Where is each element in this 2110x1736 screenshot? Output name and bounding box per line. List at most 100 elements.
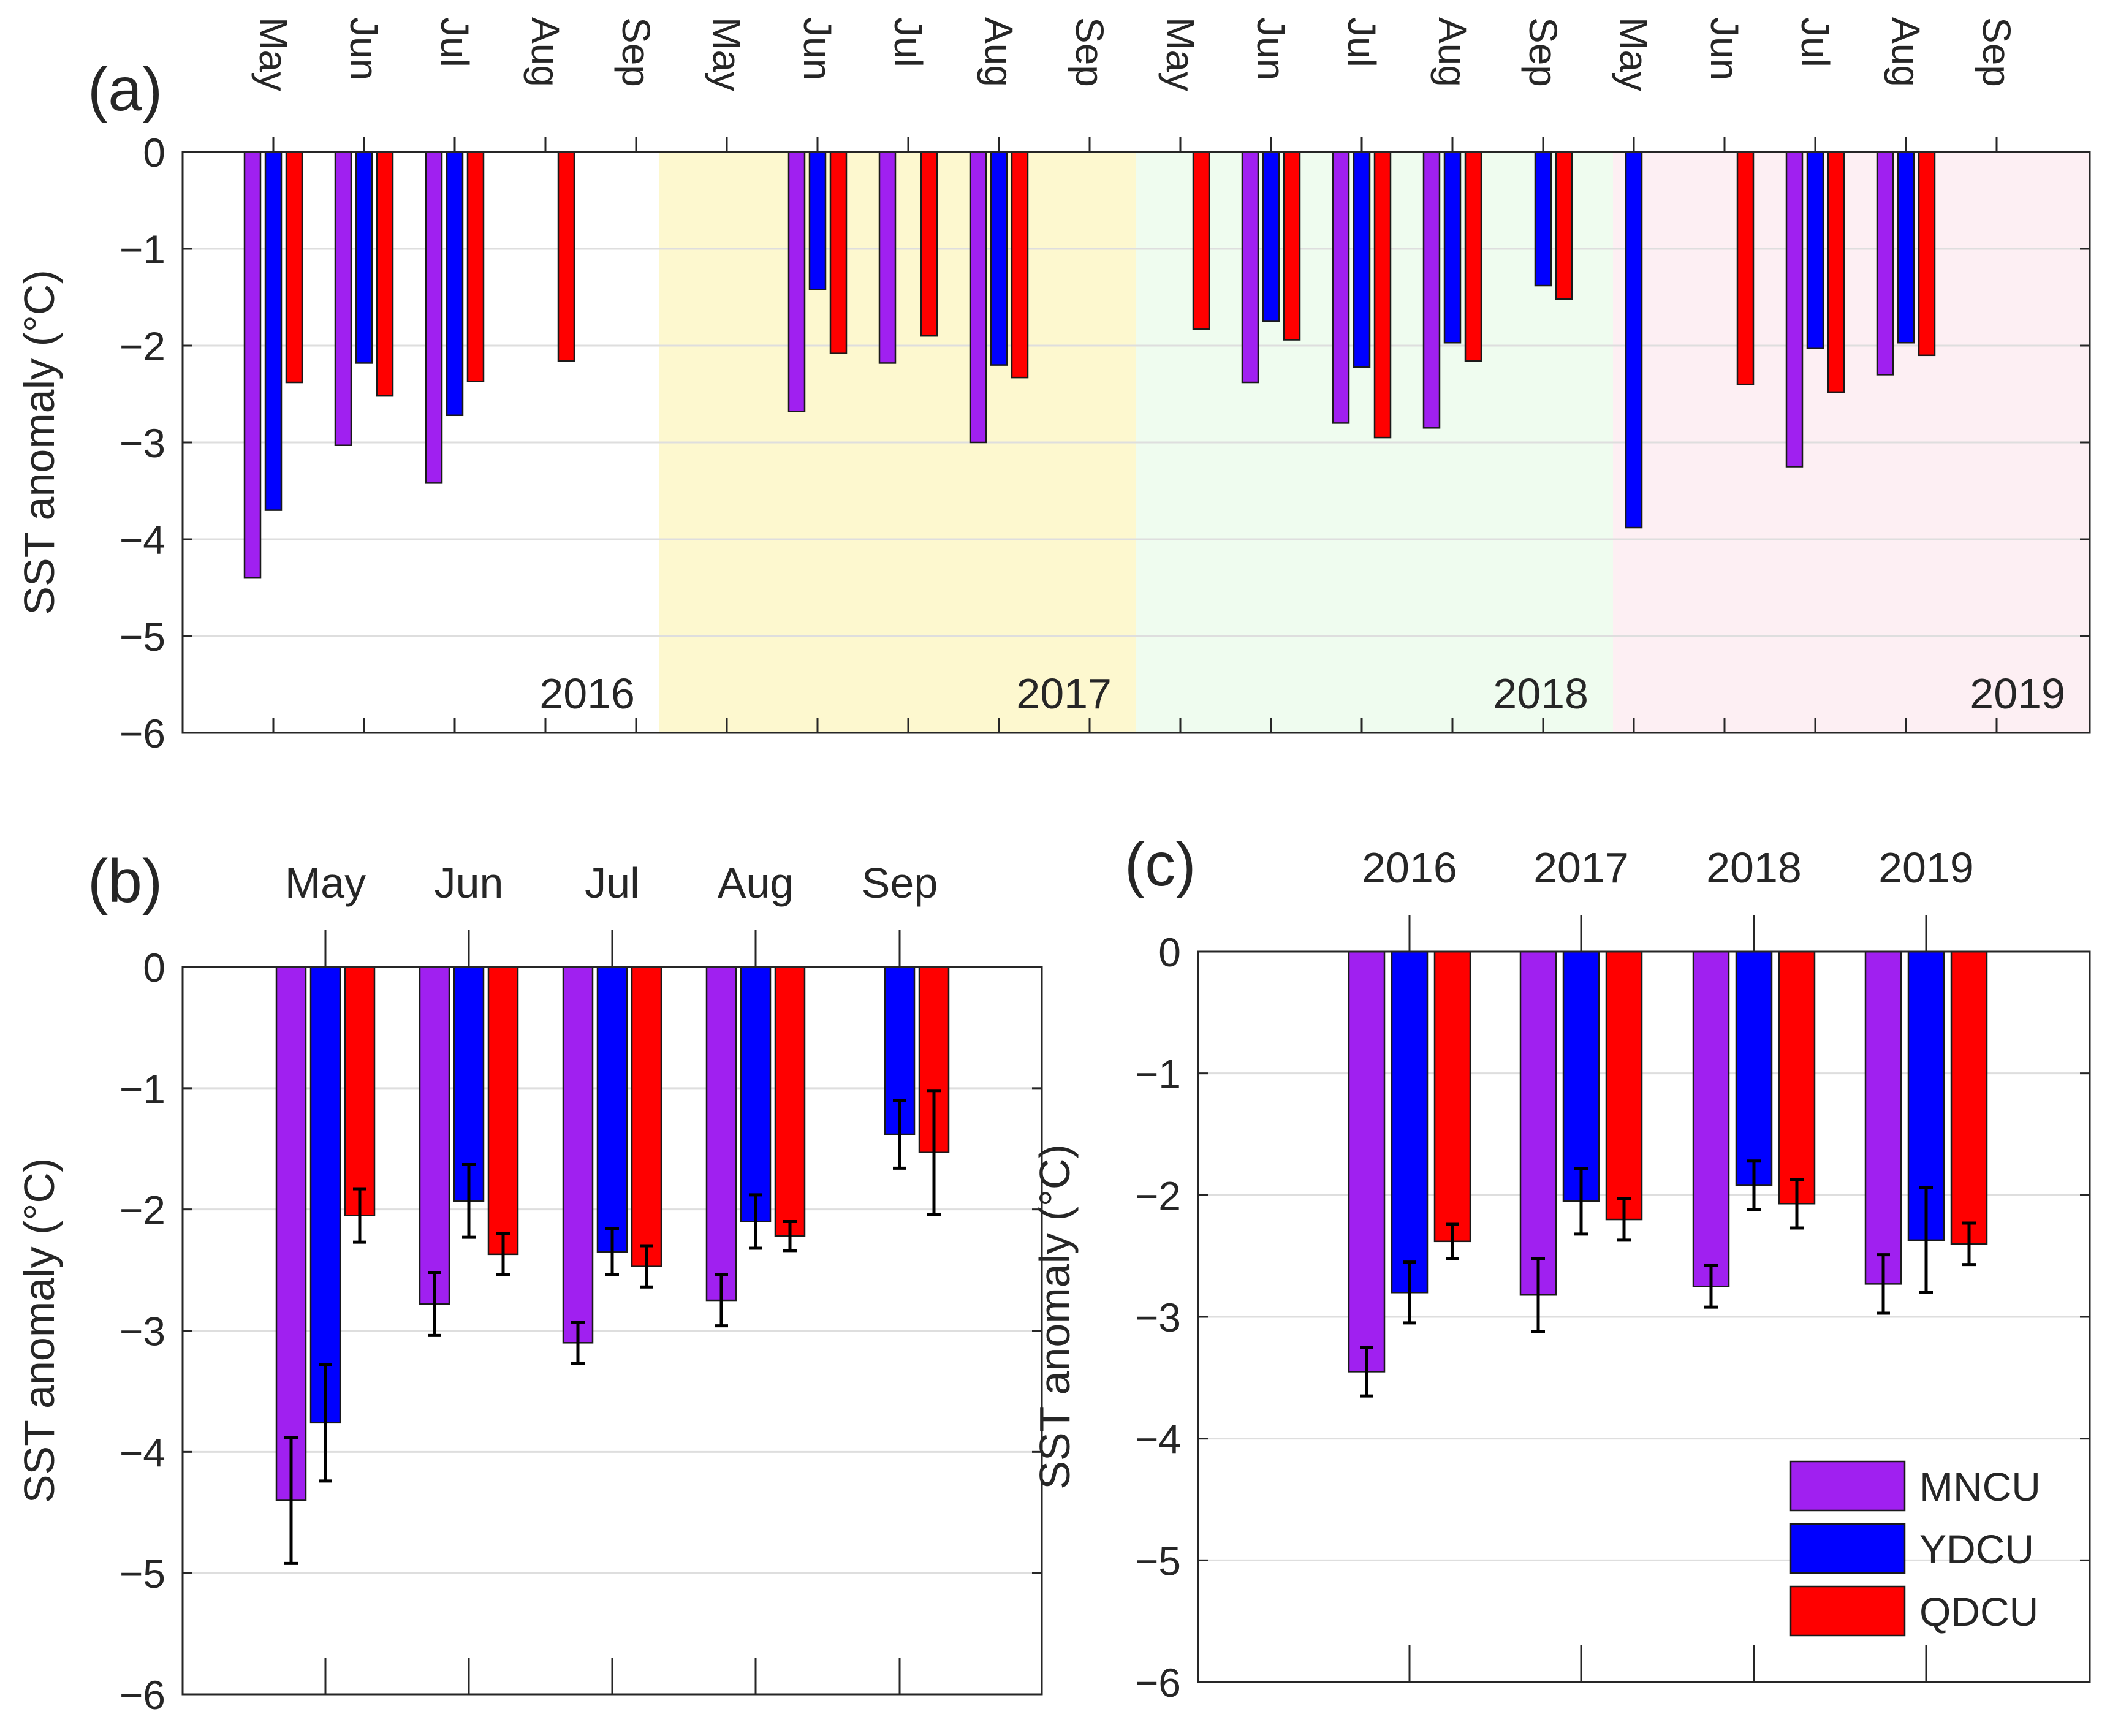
legend-swatch-mncu bbox=[1789, 1460, 1906, 1512]
y-tick-label: −1 bbox=[120, 227, 165, 272]
y-tick-label: 0 bbox=[1158, 930, 1181, 975]
y-tick-label: −6 bbox=[120, 711, 165, 756]
month-label: May bbox=[285, 859, 366, 907]
legend-swatch-ydcu bbox=[1789, 1523, 1906, 1574]
year-label: 2019 bbox=[1970, 670, 2065, 718]
bar-qdcu bbox=[1918, 151, 1936, 357]
y-tick-label: −5 bbox=[1135, 1538, 1181, 1583]
panel-a-label: (a) bbox=[88, 55, 162, 124]
bar-ydcu bbox=[1534, 151, 1552, 287]
month-label: Jun bbox=[435, 859, 504, 907]
bar-ydcu bbox=[309, 966, 341, 1424]
legend-swatch-qdcu bbox=[1789, 1585, 1906, 1637]
month-tick-label: May bbox=[1158, 17, 1202, 91]
bar-ydcu bbox=[1353, 151, 1371, 368]
y-tick-label: 0 bbox=[143, 945, 165, 990]
bar-qdcu bbox=[466, 151, 485, 382]
y-tick-label: −3 bbox=[120, 1309, 165, 1354]
month-label: Sep bbox=[862, 859, 938, 907]
y-tick-label: −4 bbox=[120, 517, 165, 563]
month-label: Aug bbox=[718, 859, 794, 907]
bar-mncu bbox=[1422, 151, 1441, 429]
bar-qdcu bbox=[1192, 151, 1210, 330]
bar-mncu bbox=[275, 966, 307, 1501]
y-tick-label: −4 bbox=[1135, 1417, 1181, 1462]
bar-mncu bbox=[334, 151, 352, 446]
month-tick-label: Sep bbox=[1068, 17, 1112, 87]
bar-qdcu bbox=[1555, 151, 1573, 300]
panel-c-label: (c) bbox=[1125, 830, 1196, 899]
panel-a-axes-box bbox=[181, 151, 2091, 734]
bar-ydcu bbox=[264, 151, 283, 511]
year-label: 2018 bbox=[1706, 844, 1802, 892]
bar-ydcu bbox=[1897, 151, 1915, 344]
month-tick-label: Sep bbox=[1521, 17, 1565, 87]
panel-c: 2016 2017 2018 2019 0 −1 −2 −3 −4 −5 −6 (c) SST a… bbox=[1031, 830, 2091, 1705]
year-label: 2019 bbox=[1878, 844, 1974, 892]
bar-mncu bbox=[419, 966, 450, 1305]
bar-qdcu bbox=[920, 151, 938, 337]
bar-mncu bbox=[1864, 950, 1902, 1285]
year-label: 2017 bbox=[1016, 670, 1112, 718]
bar-ydcu bbox=[1625, 151, 1643, 529]
bar-qdcu bbox=[1950, 950, 1988, 1245]
bar-mncu bbox=[1348, 950, 1386, 1373]
month-tick-label: Jul bbox=[1340, 17, 1384, 67]
year-label: 2017 bbox=[1533, 844, 1629, 892]
bar-ydcu bbox=[740, 966, 772, 1222]
y-tick-label: −5 bbox=[120, 614, 165, 659]
bar-qdcu bbox=[1827, 151, 1845, 393]
bar-mncu bbox=[1785, 151, 1804, 468]
bar-mncu bbox=[878, 151, 897, 364]
month-tick-label: Jul bbox=[433, 17, 477, 67]
bar-qdcu bbox=[1283, 151, 1301, 341]
y-tick-label: −2 bbox=[1135, 1173, 1181, 1218]
bar-qdcu bbox=[557, 151, 575, 362]
bar-ydcu bbox=[1262, 151, 1280, 322]
bar-ydcu bbox=[596, 966, 628, 1253]
year-label: 2016 bbox=[539, 670, 635, 718]
bar-ydcu bbox=[1391, 950, 1429, 1294]
bar-ydcu bbox=[990, 151, 1008, 366]
bar-qdcu bbox=[1778, 950, 1816, 1205]
panel-c-axes-box bbox=[1197, 950, 2091, 1683]
y-tick-label: −6 bbox=[120, 1672, 165, 1718]
bar-mncu bbox=[705, 966, 737, 1302]
month-tick-label: Sep bbox=[1975, 17, 2019, 87]
bar-mncu bbox=[787, 151, 806, 412]
month-tick-label: Jul bbox=[886, 17, 930, 67]
bar-qdcu bbox=[487, 966, 519, 1256]
y-tick-label: −1 bbox=[120, 1066, 165, 1112]
bar-qdcu bbox=[285, 151, 303, 384]
panel-b: May Jun Jul Aug Sep 0 −1 −2 −3 −4 −5 −6 (b) SST an… bbox=[15, 847, 1043, 1718]
month-label: Jul bbox=[585, 859, 639, 907]
month-tick-label: Aug bbox=[1430, 17, 1474, 87]
month-tick-label: Sep bbox=[614, 17, 658, 87]
bar-mncu bbox=[1332, 151, 1350, 424]
y-tick-label: −2 bbox=[120, 1188, 165, 1233]
month-tick-label: Jun bbox=[342, 17, 386, 80]
y-tick-label: −5 bbox=[120, 1551, 165, 1596]
legend-label-qdcu: QDCU bbox=[1919, 1589, 2038, 1634]
bar-qdcu bbox=[1464, 151, 1482, 362]
y-tick-label: 0 bbox=[143, 130, 165, 175]
month-tick-label: Aug bbox=[977, 17, 1021, 87]
bar-qdcu bbox=[1736, 151, 1755, 385]
bar-qdcu bbox=[774, 966, 806, 1237]
month-tick-label: Jun bbox=[795, 17, 840, 80]
panel-c-y-axis-label: SST anomaly (°C) bbox=[1031, 1144, 1079, 1490]
bar-ydcu bbox=[1562, 950, 1600, 1202]
bar-mncu bbox=[969, 151, 987, 444]
panel-a-y-axis-label: SST anomaly (°C) bbox=[15, 270, 63, 615]
bar-ydcu bbox=[453, 966, 485, 1202]
bar-mncu bbox=[1241, 151, 1259, 384]
bar-ydcu bbox=[1806, 151, 1824, 349]
bar-ydcu bbox=[355, 151, 373, 364]
month-tick-label: Jun bbox=[1702, 17, 1747, 80]
bar-qdcu bbox=[1373, 151, 1392, 439]
bar-qdcu bbox=[344, 966, 376, 1216]
legend-label-ydcu: YDCU bbox=[1919, 1526, 2034, 1572]
year-label: 2018 bbox=[1493, 670, 1588, 718]
y-tick-label: −1 bbox=[1135, 1052, 1181, 1097]
